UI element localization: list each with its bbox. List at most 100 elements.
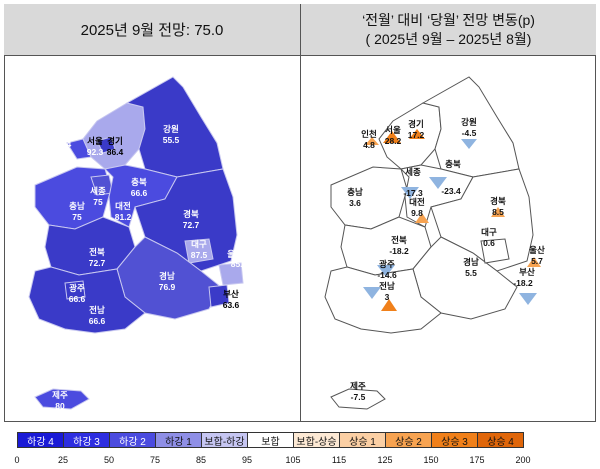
legend-ticks: 0 25 50 75 85 95 105 115 125 150 175 200 [0,455,600,467]
map-region-seoul [96,136,116,154]
right-label-name: 경기 [408,119,424,129]
legend-swatch: 상승 1 [339,432,386,448]
right-label-name: 울산 [529,245,545,255]
right-panel-title-line2: ( 2025년 9월 – 2025년 8월) [365,30,532,47]
left-label-name: 충남 [69,201,85,211]
left-label-value: 81.2 [115,212,132,222]
right-label-name: 전남 [379,281,395,291]
right-label-value: 8.5 [492,207,504,217]
right-label-name: 부산 [519,267,535,277]
right-label-name: 전북 [391,235,407,245]
right-label-value: -23.4 [441,186,461,196]
left-label-name: 경북 [183,209,199,219]
left-label-name: 전남 [89,305,105,315]
right-label-value: -4.5 [462,128,477,138]
down-marker [429,177,447,189]
map-region-gwangju [64,280,86,300]
legend-tick-label: 125 [377,455,393,465]
left-label-value: 75 [72,212,82,222]
right-label-name: 충북 [445,159,461,169]
right-label-name: 세종 [405,167,421,177]
legend-tick-label: 85 [195,455,207,465]
right-label-value: 4.8 [363,140,375,150]
map-region-ulsan [218,262,244,286]
down-marker [401,187,419,199]
map-region-jeju [34,388,90,410]
right-label-name: 대전 [409,197,425,207]
left-label-name: 제주 [52,390,68,400]
legend-swatch: 상승 4 [477,432,524,448]
left-label-name: 대전 [115,201,131,211]
right-label-value: -18.2 [389,246,409,256]
up-marker [365,137,379,145]
left-label-name: 서울 [87,136,103,146]
left-label-value: 66.6 [69,294,86,304]
map-region-busan [208,284,230,308]
right-label-value: 5.7 [531,256,543,266]
legend-swatch: 상승 2 [385,432,432,448]
right-label-name: 인천 [361,129,377,139]
legend-swatch: 보합 [247,432,294,448]
right-label-value: -18.2 [513,278,533,288]
legend-tick-label: 25 [57,455,69,465]
left-label-value: 71.4 [55,139,72,149]
left-label-value: 87.5 [191,250,208,260]
legend-swatch: 하강 3 [63,432,110,448]
left-label-value: 76.9 [159,282,176,292]
right-label-value: 3 [385,292,390,302]
map-region-incheon [66,138,92,160]
legend-tick-label: 105 [285,455,301,465]
right-label-name: 강원 [461,117,477,127]
legend-tick-label: 115 [331,455,347,465]
left-label-value: 66.6 [131,188,148,198]
right-panel-header: ‘전월’ 대비 ‘당월’ 전망 변동(p) ( 2025년 9월 – 2025년… [301,4,596,56]
right-label-name: 서울 [385,125,401,135]
left-label-name: 인천 [55,128,71,138]
down-marker [377,265,395,277]
left-label-name: 울산 [227,249,243,259]
left-map-labels: 인천 71.4 서울 92.3 경기 86.4 강원 55.5 세종 75 충북… [52,124,247,411]
left-label-name: 부산 [223,289,239,299]
legend-swatch: 하강 2 [109,432,156,448]
left-choropleth-map [28,76,244,410]
left-label-name: 경남 [159,271,175,281]
left-label-value: 80 [55,401,65,411]
left-panel-title: 2025년 9월 전망: 75.0 [80,22,224,39]
up-marker [491,207,505,217]
left-label-name: 강원 [163,124,179,134]
left-label-value: 55.5 [163,135,180,145]
down-marker [363,287,381,299]
map-region-outline [330,388,386,410]
panel-divider [300,4,301,422]
left-label-name: 광주 [69,283,85,293]
legend-tick-label: 0 [14,455,20,465]
left-panel-header: 2025년 9월 전망: 75.0 [4,4,300,56]
legend-swatch: 하강 4 [17,432,64,448]
legend-tick-label: 150 [423,455,439,465]
up-marker [383,131,401,143]
right-label-value: 3.6 [349,198,361,208]
left-label-name: 세종 [90,186,106,196]
map-region-outline [324,266,442,334]
right-label-value: -14.6 [377,270,397,280]
map-region-jeonnam [28,266,146,334]
right-label-name: 충남 [347,187,363,197]
right-label-value: -7.5 [351,392,366,402]
legend-swatch: 하강 1 [155,432,202,448]
map-region-outline [480,238,510,264]
legend-tick-label: 50 [103,455,115,465]
left-label-value: 63.6 [223,300,240,310]
right-panel-title-line1: ‘전월’ 대비 ‘당월’ 전망 변동(p) [362,11,535,28]
left-label-name: 경기 [107,136,123,146]
right-label-name: 광주 [379,259,395,269]
legend-tick-label: 175 [469,455,485,465]
legend-swatch: 보합-하강 [201,432,248,448]
right-label-value: 0.6 [483,238,495,248]
left-label-name: 대구 [191,239,207,249]
down-marker [461,139,477,149]
left-label-value: 86.4 [107,147,124,157]
right-label-value: 17.2 [408,130,425,140]
up-marker [409,129,425,139]
right-label-name: 경남 [463,257,479,267]
left-label-value: 66.6 [89,316,106,326]
